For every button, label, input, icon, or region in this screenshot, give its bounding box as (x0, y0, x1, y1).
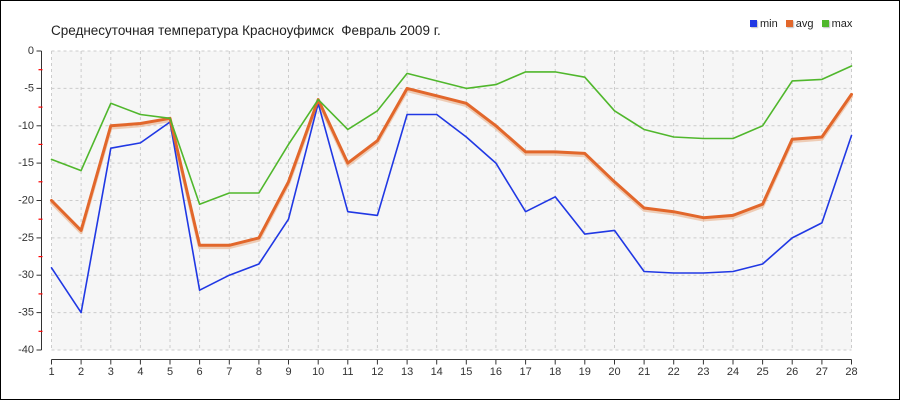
svg-text:2: 2 (78, 366, 84, 378)
svg-text:17: 17 (519, 366, 531, 378)
svg-text:11: 11 (342, 366, 353, 378)
svg-text:26: 26 (786, 366, 798, 378)
svg-text:21: 21 (638, 366, 650, 378)
svg-text:3: 3 (108, 366, 114, 378)
svg-text:-30: -30 (18, 269, 34, 281)
svg-text:4: 4 (137, 366, 143, 378)
svg-text:9: 9 (285, 366, 291, 378)
svg-text:13: 13 (401, 366, 413, 378)
svg-text:22: 22 (668, 366, 680, 378)
svg-text:6: 6 (197, 366, 203, 378)
svg-text:5: 5 (167, 366, 173, 378)
svg-text:-35: -35 (18, 307, 34, 319)
svg-text:10: 10 (312, 366, 324, 378)
svg-text:23: 23 (697, 366, 709, 378)
svg-text:-25: -25 (18, 232, 34, 244)
svg-text:27: 27 (816, 366, 828, 378)
svg-text:15: 15 (460, 366, 472, 378)
svg-text:19: 19 (579, 366, 591, 378)
svg-text:-40: -40 (18, 344, 34, 356)
svg-text:12: 12 (371, 366, 383, 378)
svg-text:16: 16 (490, 366, 502, 378)
svg-text:25: 25 (756, 366, 768, 378)
svg-text:-20: -20 (18, 195, 34, 207)
svg-text:18: 18 (549, 366, 561, 378)
svg-text:28: 28 (845, 366, 857, 378)
svg-text:1: 1 (48, 366, 54, 378)
svg-text:7: 7 (226, 366, 232, 378)
svg-text:0: 0 (28, 45, 34, 57)
svg-text:14: 14 (431, 366, 443, 378)
svg-text:-10: -10 (18, 120, 34, 132)
svg-text:20: 20 (608, 366, 620, 378)
svg-text:-5: -5 (24, 82, 34, 94)
svg-text:-15: -15 (18, 157, 34, 169)
svg-text:24: 24 (727, 366, 739, 378)
svg-text:8: 8 (256, 366, 262, 378)
